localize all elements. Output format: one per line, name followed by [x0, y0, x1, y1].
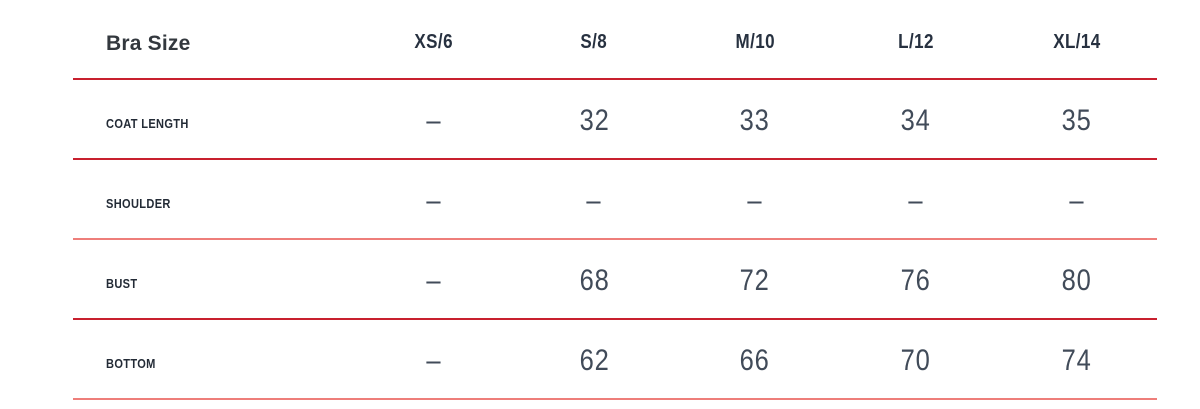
- size-value: 34: [835, 79, 996, 159]
- size-value: 80: [996, 239, 1157, 319]
- size-value: –: [835, 159, 996, 239]
- size-value-text: 72: [739, 263, 771, 297]
- row-label: BOTTOM: [73, 319, 353, 399]
- size-value: 32: [514, 79, 675, 159]
- column-header-text: XS/6: [414, 31, 453, 53]
- size-value: –: [353, 319, 514, 399]
- size-value-text: 70: [900, 343, 931, 377]
- row-label-text: BOTTOM: [106, 356, 156, 371]
- size-value-text: 62: [579, 343, 610, 377]
- size-value: –: [353, 159, 514, 239]
- size-value-text: –: [425, 103, 441, 137]
- size-value-text: 35: [1061, 103, 1092, 137]
- row-label-text: SHOULDER: [106, 196, 171, 211]
- size-chart-title: Bra Size: [73, 0, 353, 79]
- column-header-l: L/12: [835, 0, 996, 79]
- size-chart-table: Bra Size XS/6 S/8 M/10 L/12 XL/14: [73, 0, 1157, 400]
- size-value: –: [353, 239, 514, 319]
- table-row-coat-length: COAT LENGTH – 32 33 34 35: [73, 79, 1157, 159]
- table-row-bust: BUST – 68 72 76 80: [73, 239, 1157, 319]
- size-value: 72: [675, 239, 836, 319]
- column-header-text: M/10: [735, 31, 775, 53]
- size-value-text: –: [425, 263, 441, 297]
- size-value: 76: [835, 239, 996, 319]
- size-value: 70: [835, 319, 996, 399]
- size-value: 33: [675, 79, 836, 159]
- row-label: SHOULDER: [73, 159, 353, 239]
- size-value-text: 68: [579, 263, 610, 297]
- column-header-text: XL/14: [1052, 31, 1101, 53]
- size-value-text: 80: [1061, 263, 1092, 297]
- size-value-text: –: [1069, 183, 1085, 217]
- size-chart-title-text: Bra Size: [106, 31, 191, 55]
- column-header-xs: XS/6: [353, 0, 514, 79]
- size-value-text: 74: [1061, 343, 1092, 377]
- size-value: 68: [514, 239, 675, 319]
- column-header-s: S/8: [514, 0, 675, 79]
- size-value: 35: [996, 79, 1157, 159]
- size-value-text: –: [425, 183, 441, 217]
- table-row-bottom: BOTTOM – 62 66 70 74: [73, 319, 1157, 399]
- table-header-row: Bra Size XS/6 S/8 M/10 L/12 XL/14: [73, 0, 1157, 79]
- size-value-text: –: [425, 343, 441, 377]
- size-value-text: –: [586, 183, 602, 217]
- size-value-text: 66: [739, 343, 771, 377]
- size-value-text: –: [908, 183, 924, 217]
- size-value-text: 76: [900, 263, 931, 297]
- row-label-text: BUST: [106, 276, 138, 291]
- table-row-shoulder: SHOULDER – – – – –: [73, 159, 1157, 239]
- size-value-text: –: [747, 183, 763, 217]
- size-value: 62: [514, 319, 675, 399]
- size-value: 74: [996, 319, 1157, 399]
- size-value: –: [514, 159, 675, 239]
- column-header-text: L/12: [897, 31, 934, 53]
- column-header-text: S/8: [580, 31, 608, 53]
- row-label: BUST: [73, 239, 353, 319]
- row-label: COAT LENGTH: [73, 79, 353, 159]
- column-header-m: M/10: [675, 0, 836, 79]
- size-value: –: [675, 159, 836, 239]
- size-value: –: [353, 79, 514, 159]
- size-value: 66: [675, 319, 836, 399]
- size-value: –: [996, 159, 1157, 239]
- size-value-text: 32: [579, 103, 610, 137]
- size-value-text: 33: [739, 103, 771, 137]
- row-label-text: COAT LENGTH: [106, 116, 189, 131]
- size-value-text: 34: [900, 103, 931, 137]
- column-header-xl: XL/14: [996, 0, 1157, 79]
